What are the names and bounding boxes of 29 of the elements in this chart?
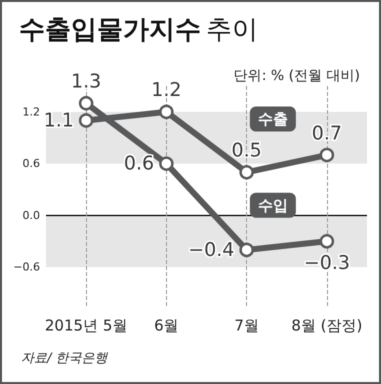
data-label: 1.2 (151, 79, 182, 102)
chart-title: 수출입물가지수 추이 (19, 15, 258, 45)
y-tick-label: 0.0 (22, 208, 40, 222)
data-label: 0.5 (232, 140, 262, 162)
y-tick-label: 1.2 (22, 105, 40, 118)
chart-subtitle: 단위: % (전월 대비) (234, 68, 360, 84)
point (320, 148, 334, 162)
data-label: 0.6 (124, 152, 154, 175)
y-tick-label: −0.6 (13, 260, 40, 274)
point (159, 104, 174, 120)
point (239, 165, 254, 180)
x-tick-label: 7월 (234, 316, 259, 334)
text: 수입 (258, 196, 288, 214)
point (320, 234, 334, 249)
y-tick-label: 0.6 (22, 157, 40, 170)
data-label: −0.3 (304, 252, 350, 274)
text: 수출 (258, 110, 288, 128)
x-tick-label: 8월 (잠정) (291, 316, 362, 334)
x-tick-label: 2015년 5월 (44, 316, 128, 334)
data-label: 1.3 (71, 70, 102, 93)
data-label: 1.1 (44, 110, 74, 132)
data-label: 0.7 (312, 122, 342, 144)
text: 자료/ 한국은행 (21, 351, 109, 366)
point (78, 96, 94, 110)
point (78, 113, 94, 128)
data-label: −0.4 (188, 238, 234, 261)
x-tick-label: 6월 (154, 316, 179, 334)
point (159, 156, 174, 171)
point (239, 242, 254, 258)
